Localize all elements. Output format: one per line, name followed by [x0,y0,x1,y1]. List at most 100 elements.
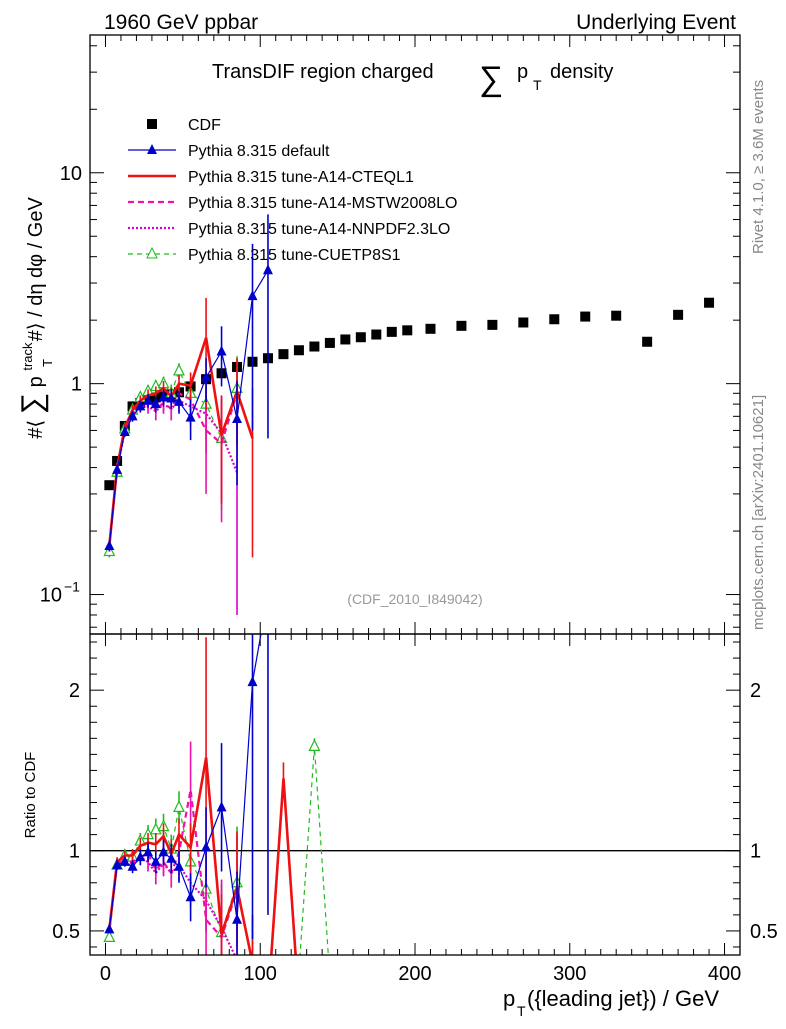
main-series-0-point [216,345,227,356]
ratio-series-0-point [112,859,123,870]
ratio-series-4-point [103,930,116,942]
main-ylabel: #⟨ ∑ p track T #⟩ / dη dφ / GeV [15,197,57,439]
main-series-0-point [247,290,258,301]
ratio-series-4-point [308,739,321,751]
ratio-tick-label-right: 0.5 [750,921,778,943]
cdf-data-point [642,336,653,347]
ratio-series-0-point [216,801,227,812]
ratio-series-0-point [158,846,169,857]
y-tick-label-exp: −1 [64,579,80,595]
ratio-tick-label-right: 2 [750,680,761,702]
main-series-0-point [150,398,161,409]
ratio-series-4-point [278,973,288,983]
title-suffix: density [550,61,613,83]
cdf-data-point [673,309,684,320]
mcplots-label: mcplots.cern.ch [arXiv:2401.10621] [750,395,767,630]
x-tick-label: 400 [708,963,741,985]
y-tick-label-main: 1 [71,374,82,396]
main-series-0-point [173,395,184,406]
ylabel-sup: track [20,342,35,371]
y-tick-label-main: 10 [40,585,62,607]
ratio-series-0-point [150,855,161,866]
x-tick-label: 0 [100,963,111,985]
ratio-series-0-point [104,923,115,934]
xlabel: p T ({leading jet}) / GeV [503,986,719,1019]
ratio-tick-label-right: 1 [750,841,761,863]
header-right: Underlying Event [576,11,736,34]
main-series-0-point [135,400,146,411]
legend-label: Pythia 8.315 tune-A14-MSTW2008LO [188,195,457,212]
legend-label: Pythia 8.315 tune-A14-NNPDF2.3LO [188,221,450,238]
main-series-4-point [173,363,185,376]
cdf-data-point [371,329,382,340]
xlabel-sub: T [517,1003,526,1019]
ratio-series-4-point [294,965,304,975]
x-tick-label: 100 [244,963,277,985]
cdf-data-point [425,323,436,334]
ratio-series-0-point [119,855,130,866]
main-series-0-point [119,425,130,436]
cdf-data-point [309,341,320,352]
cdf-data-point [104,480,115,491]
main-series-2-group [108,359,239,552]
y-tick-label-main: 10 [60,163,82,185]
main-series-0-line [108,269,269,546]
legend-marker [147,144,157,154]
main-series-3-line [108,399,239,547]
analysis-watermark: (CDF_2010_I849042) [347,591,482,607]
cdf-data-point [278,349,289,360]
ylabel-a: #⟨ [25,420,47,439]
ratio-series-0-point [263,588,273,598]
title-sum: ∑ [479,60,503,98]
ratio-series-0-point [185,891,196,902]
title-p: p [517,61,528,83]
cdf-data-point [611,310,622,321]
cdf-data-point [487,319,498,330]
cdf-data-group [104,297,715,491]
legend-label: Pythia 8.315 tune-A14-CTEQL1 [188,169,414,186]
cdf-data-point [340,334,351,345]
ratio-series-0-point [166,852,177,863]
ylabel-b: #⟩ / dη dφ / GeV [25,197,47,342]
legend-label: CDF [188,117,221,134]
cdf-data-point [704,297,715,308]
cdf-data-point [355,332,366,343]
ratio-series-4-point [325,973,335,983]
ratio-series-4-line [108,746,329,955]
main-series-1-group [108,297,254,558]
ratio-tick-label-left: 0.5 [52,921,80,943]
ratio-series-4-point [173,799,185,812]
x-tick-label: 200 [398,963,431,985]
cdf-data-point [549,314,560,325]
ylabel-p: p [25,376,47,387]
main-series-0-point [104,539,115,550]
main-series-0-point [262,264,273,275]
legend-marker-cdf [147,119,157,129]
main-series-0-point [185,411,196,422]
cdf-data-point [402,325,413,336]
ylabel-sum: ∑ [16,393,49,414]
ratio-series-0-point [127,860,138,871]
cdf-data-point [456,320,467,331]
chart-title: TransDIF region charged ∑ p T density [212,60,613,98]
ratio-series-0-point [201,841,212,852]
main-series-0-point [112,463,123,474]
ratio-series-0-point [173,860,184,871]
main-series-0-point [166,392,177,403]
cdf-data-point [518,317,529,328]
cdf-data-point [580,311,591,322]
cdf-data-point [324,337,335,348]
ratio-ylabel: Ratio to CDF [22,752,39,839]
x-tick-label: 300 [553,963,586,985]
main-ylabel-text: #⟨ ∑ p track T #⟩ / dη dφ / GeV [15,197,57,439]
main-series-0-point [127,410,138,421]
title-prefix: TransDIF region charged [212,61,434,83]
main-series-0-point [143,394,154,405]
title-sub: T [533,77,542,93]
ratio-tick-label-left: 1 [69,841,80,863]
xlabel-rest: ({leading jet}) / GeV [527,986,719,1011]
ratio-tick-label-left: 2 [69,680,80,702]
main-series-0-point [232,412,243,423]
